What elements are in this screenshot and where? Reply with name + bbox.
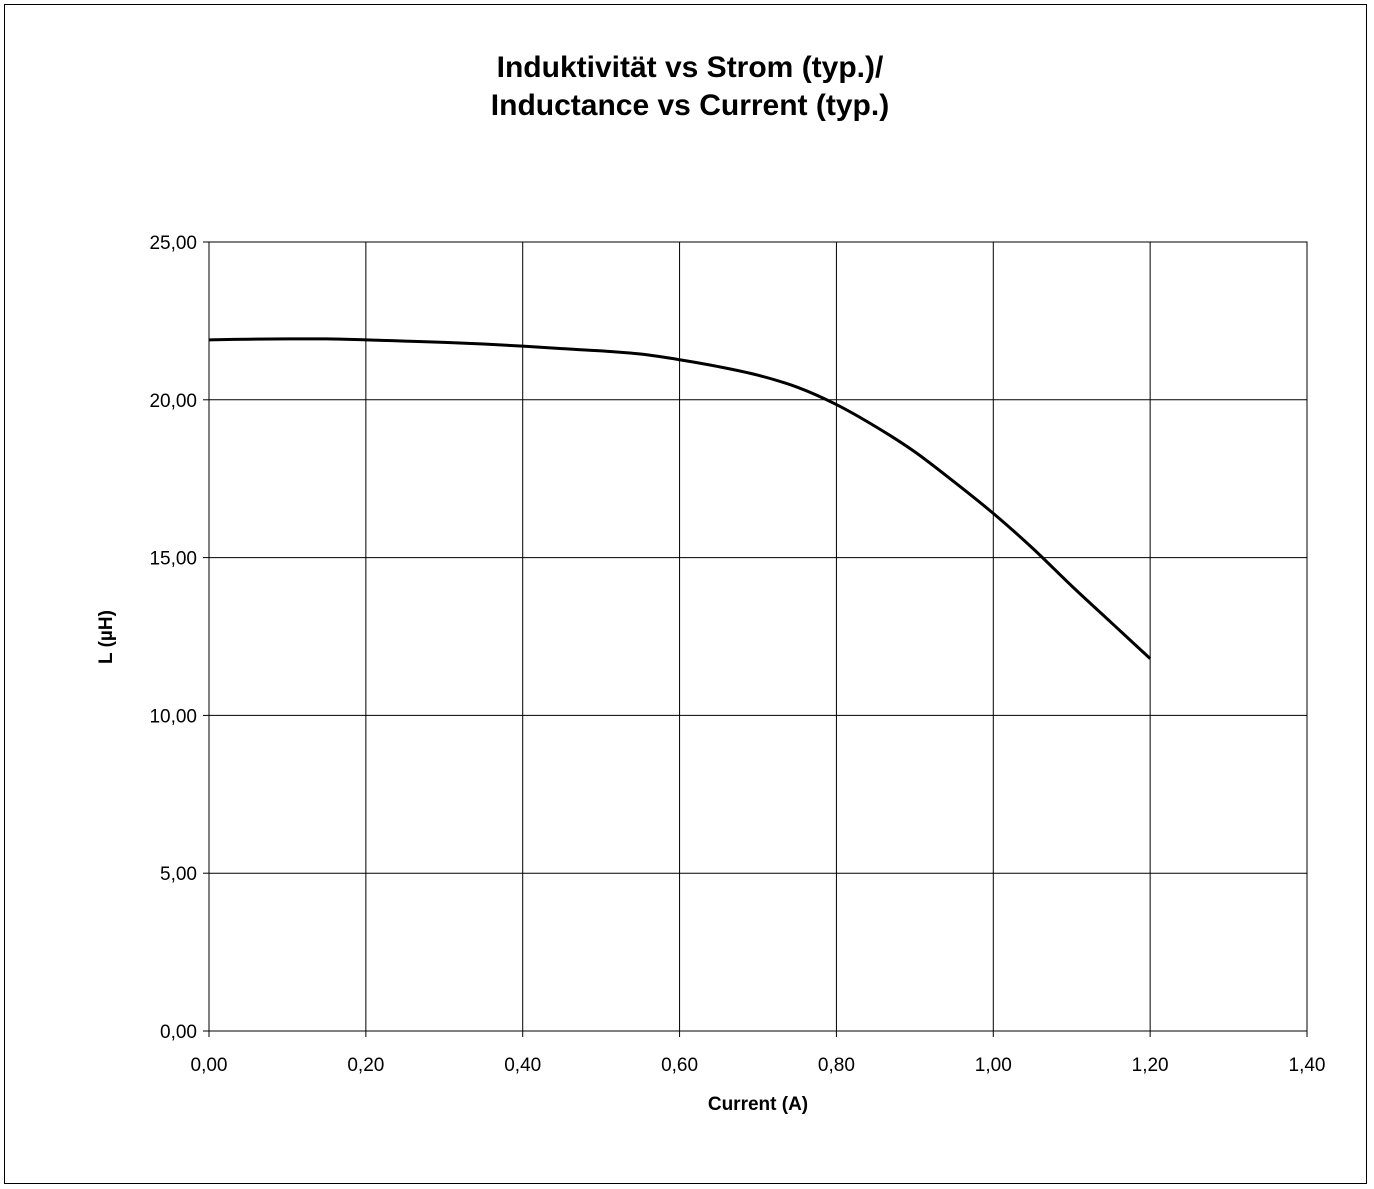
x-axis-title: Current (A) xyxy=(708,1094,808,1115)
y-tick-label: 20,00 xyxy=(149,391,197,412)
y-tick-label: 5,00 xyxy=(160,864,197,885)
x-tick-label: 0,00 xyxy=(191,1055,228,1076)
x-tick-label: 1,20 xyxy=(1132,1055,1169,1076)
y-tick-label: 0,00 xyxy=(160,1022,197,1043)
y-axis-title: L (µH) xyxy=(96,610,117,664)
x-tick-label: 1,00 xyxy=(975,1055,1012,1076)
x-tick-label: 0,20 xyxy=(347,1055,384,1076)
y-tick-label: 25,00 xyxy=(149,233,197,254)
x-tick-label: 0,60 xyxy=(661,1055,698,1076)
chart-title-line-2: Inductance vs Current (typ.) xyxy=(491,89,889,122)
y-tick-labels: 0,00 5,00 10,00 15,00 20,00 25,00 xyxy=(149,233,197,1043)
x-tick-label: 0,40 xyxy=(504,1055,541,1076)
axis-ticks xyxy=(203,241,1308,1037)
x-tick-labels: 0,00 0,20 0,40 0,60 0,80 1,00 1,20 1,40 xyxy=(191,1055,1326,1076)
chart-frame xyxy=(4,4,1367,1184)
gridlines xyxy=(209,242,1307,1031)
plot-area-border xyxy=(208,241,1308,1032)
y-tick-label: 15,00 xyxy=(149,549,197,570)
series-line-inductance xyxy=(208,337,1152,660)
y-tick-label: 10,00 xyxy=(149,706,197,727)
x-tick-label: 0,80 xyxy=(818,1055,855,1076)
chart-title-line-1: Induktivität vs Strom (typ.)/ xyxy=(497,51,884,84)
x-tick-label: 1,40 xyxy=(1289,1055,1326,1076)
